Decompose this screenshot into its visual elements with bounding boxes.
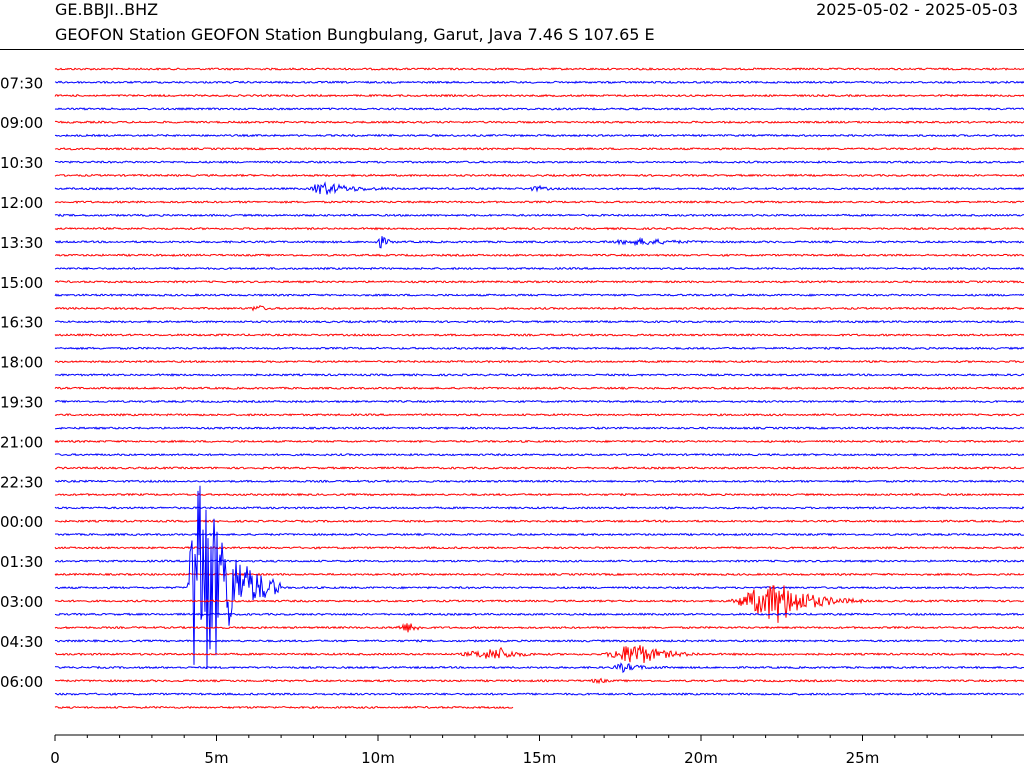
plot-header: GE.BBJI..BHZ GEOFON Station GEOFON Stati… — [0, 0, 1024, 50]
trace-43 — [54, 639, 1024, 643]
trace-31 — [54, 479, 1024, 484]
trace-15 — [54, 266, 1024, 271]
x-tick-label: 5m — [204, 749, 228, 767]
y-label: 04:30 — [0, 633, 43, 651]
header-divider — [0, 49, 1024, 50]
trace-47 — [54, 692, 1024, 696]
trace-45 — [54, 662, 1024, 674]
trace-24 — [54, 386, 1024, 391]
trace-32 — [54, 492, 1024, 497]
trace-11 — [54, 213, 1024, 218]
y-label: 07:30 — [0, 74, 43, 92]
trace-34 — [54, 519, 1024, 524]
trace-group — [54, 67, 1024, 710]
trace-12 — [54, 226, 1024, 231]
trace-29 — [54, 452, 1024, 457]
x-tick-label: 0 — [50, 749, 60, 767]
y-label: 12:00 — [0, 194, 43, 212]
y-label: 09:00 — [0, 114, 43, 132]
trace-14 — [55, 253, 1024, 258]
trace-23 — [54, 372, 1024, 377]
trace-33 — [54, 505, 1024, 510]
trace-3 — [54, 107, 1024, 111]
trace-6 — [54, 146, 1024, 151]
trace-9 — [54, 181, 1024, 195]
trace-22 — [54, 359, 1024, 364]
trace-0 — [54, 67, 1024, 71]
y-label: 10:30 — [0, 154, 43, 172]
trace-18 — [54, 304, 1024, 312]
x-tick-label: 10m — [361, 749, 395, 767]
trace-16 — [54, 279, 1024, 284]
x-tick-label: 25m — [846, 749, 880, 767]
trace-21 — [54, 346, 1024, 351]
trace-30 — [54, 466, 1024, 470]
y-label: 16:30 — [0, 314, 43, 332]
date-range: 2025-05-02 - 2025-05-03 — [816, 0, 1018, 19]
y-label: 21:00 — [0, 433, 43, 451]
trace-46 — [55, 677, 1024, 685]
trace-39 — [54, 485, 1024, 670]
trace-4 — [54, 120, 1024, 125]
trace-5 — [54, 133, 1024, 138]
trace-25 — [54, 399, 1024, 404]
trace-27 — [54, 426, 1024, 430]
trace-19 — [54, 319, 1024, 324]
trace-7 — [55, 160, 1024, 164]
y-label: 22:30 — [0, 473, 43, 491]
x-tick-label: 20m — [684, 749, 718, 767]
y-label: 13:30 — [0, 234, 43, 252]
trace-13 — [55, 236, 1024, 249]
trace-42 — [54, 623, 1024, 633]
trace-41 — [54, 612, 1024, 617]
y-label: 00:00 — [0, 513, 43, 531]
trace-28 — [54, 439, 1024, 444]
trace-20 — [54, 333, 1024, 337]
y-label: 19:30 — [0, 394, 43, 412]
y-label: 03:00 — [0, 593, 43, 611]
trace-44 — [54, 645, 1024, 664]
trace-2 — [54, 93, 1024, 98]
trace-48 — [54, 705, 514, 710]
trace-40 — [54, 585, 1024, 623]
channel-code: GE.BBJI..BHZ — [55, 0, 159, 19]
trace-1 — [54, 80, 1024, 85]
trace-8 — [54, 173, 1024, 178]
trace-10 — [54, 200, 1024, 204]
y-axis-labels: 07:30 09:00 10:30 12:00 13:30 15:00 16:30 18:00… — [0, 74, 43, 691]
x-axis: 0 5m 10m 15m 20m 25m — [50, 734, 1024, 767]
trace-17 — [54, 293, 1024, 297]
y-label: 18:00 — [0, 354, 43, 372]
y-label: 01:30 — [0, 553, 43, 571]
trace-26 — [54, 413, 1024, 417]
x-tick-label: 15m — [523, 749, 557, 767]
y-label: 06:00 — [0, 673, 43, 691]
y-label: 15:00 — [0, 274, 43, 292]
station-description: GEOFON Station GEOFON Station Bungbulang… — [55, 25, 655, 44]
